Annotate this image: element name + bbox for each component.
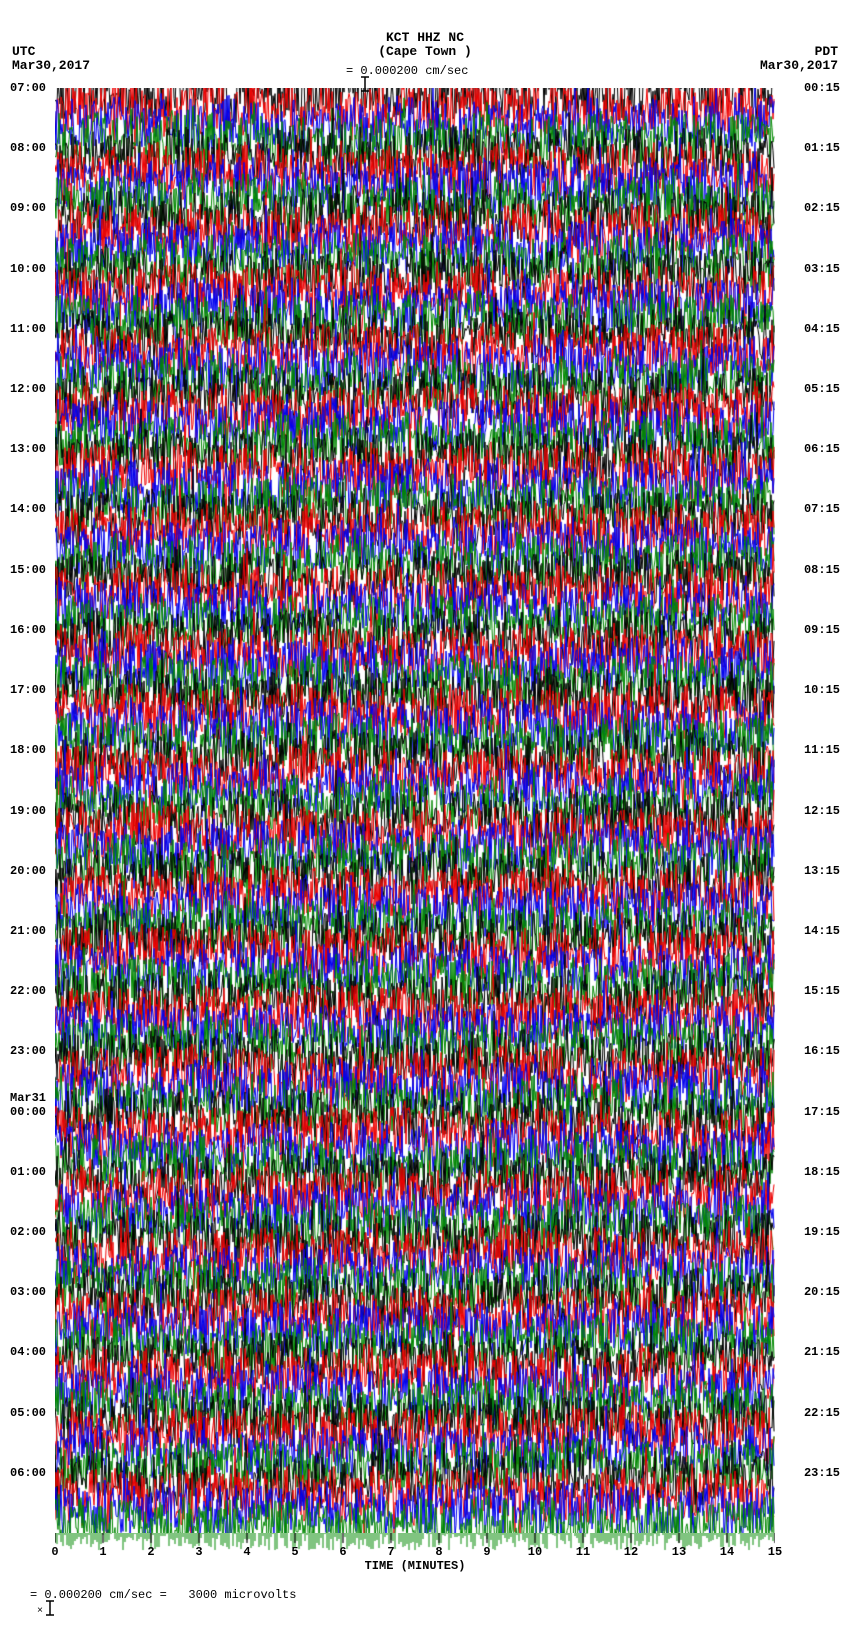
- date-break-label: Mar31: [10, 1091, 46, 1105]
- utc-hour-label: 12:00: [10, 382, 46, 396]
- x-tick-label: 6: [339, 1545, 346, 1559]
- pdt-hour-label: 12:15: [804, 804, 840, 818]
- x-tick-label: 11: [576, 1545, 590, 1559]
- pdt-hour-label: 15:15: [804, 984, 840, 998]
- tz-right-label: PDT: [815, 44, 838, 59]
- x-axis-title: TIME (MINUTES): [365, 1559, 466, 1573]
- waveform-canvas: [55, 88, 775, 1533]
- helicorder-plot: [55, 88, 775, 1533]
- utc-hour-label: 19:00: [10, 804, 46, 818]
- pdt-hour-label: 06:15: [804, 442, 840, 456]
- utc-hour-label: 08:00: [10, 141, 46, 155]
- utc-hour-label: 10:00: [10, 262, 46, 276]
- utc-hour-label: 11:00: [10, 322, 46, 336]
- pdt-hour-label: 22:15: [804, 1406, 840, 1420]
- footer-scale-text: = 0.000200 cm/sec = 3000 microvolts: [30, 1588, 296, 1602]
- pdt-hour-label: 16:15: [804, 1044, 840, 1058]
- tz-left-label: UTC: [12, 44, 35, 59]
- pdt-hour-label: 05:15: [804, 382, 840, 396]
- svg-text:×: ×: [37, 1606, 43, 1616]
- utc-hour-label: 14:00: [10, 502, 46, 516]
- utc-hour-label: 07:00: [10, 81, 46, 95]
- date-right-label: Mar30,2017: [760, 58, 838, 73]
- utc-hour-label: 15:00: [10, 563, 46, 577]
- utc-hour-label: 02:00: [10, 1225, 46, 1239]
- station-location: (Cape Town ): [378, 44, 472, 59]
- x-tick-label: 2: [147, 1545, 154, 1559]
- x-tick-label: 1: [99, 1545, 106, 1559]
- x-tick-label: 7: [387, 1545, 394, 1559]
- utc-hour-label: 21:00: [10, 924, 46, 938]
- pdt-hour-label: 21:15: [804, 1345, 840, 1359]
- utc-hour-label: 17:00: [10, 683, 46, 697]
- station-code: KCT HHZ NC: [386, 30, 464, 45]
- x-tick-label: 0: [51, 1545, 58, 1559]
- x-tick-label: 15: [768, 1545, 782, 1559]
- date-left-label: Mar30,2017: [12, 58, 90, 73]
- utc-hour-label: 05:00: [10, 1406, 46, 1420]
- pdt-hour-label: 04:15: [804, 322, 840, 336]
- utc-hour-label: 13:00: [10, 442, 46, 456]
- x-tick-label: 13: [672, 1545, 686, 1559]
- pdt-hour-label: 14:15: [804, 924, 840, 938]
- pdt-hour-label: 00:15: [804, 81, 840, 95]
- pdt-hour-label: 02:15: [804, 201, 840, 215]
- x-tick-label: 9: [483, 1545, 490, 1559]
- x-tick-label: 5: [291, 1545, 298, 1559]
- pdt-hour-label: 09:15: [804, 623, 840, 637]
- pdt-hour-label: 20:15: [804, 1285, 840, 1299]
- pdt-hour-label: 08:15: [804, 563, 840, 577]
- pdt-hour-label: 18:15: [804, 1165, 840, 1179]
- utc-hour-label: 20:00: [10, 864, 46, 878]
- pdt-hour-label: 13:15: [804, 864, 840, 878]
- pdt-hour-label: 03:15: [804, 262, 840, 276]
- x-tick-label: 12: [624, 1545, 638, 1559]
- pdt-hour-label: 07:15: [804, 502, 840, 516]
- pdt-hour-label: 10:15: [804, 683, 840, 697]
- pdt-hour-label: 23:15: [804, 1466, 840, 1480]
- utc-hour-label: 23:00: [10, 1044, 46, 1058]
- x-tick-label: 14: [720, 1545, 734, 1559]
- utc-hour-label: 16:00: [10, 623, 46, 637]
- pdt-hour-label: 01:15: [804, 141, 840, 155]
- pdt-hour-label: 19:15: [804, 1225, 840, 1239]
- x-tick-label: 3: [195, 1545, 202, 1559]
- utc-hour-label: 03:00: [10, 1285, 46, 1299]
- utc-hour-label: 01:00: [10, 1165, 46, 1179]
- x-tick-label: 10: [528, 1545, 542, 1559]
- x-tick-label: 4: [243, 1545, 250, 1559]
- utc-hour-label: 00:00: [10, 1105, 46, 1119]
- pdt-hour-label: 11:15: [804, 743, 840, 757]
- pdt-hour-label: 17:15: [804, 1105, 840, 1119]
- utc-hour-label: 22:00: [10, 984, 46, 998]
- scale-text: = 0.000200 cm/sec: [346, 64, 468, 78]
- utc-hour-label: 09:00: [10, 201, 46, 215]
- utc-hour-label: 18:00: [10, 743, 46, 757]
- utc-hour-label: 04:00: [10, 1345, 46, 1359]
- x-tick-label: 8: [435, 1545, 442, 1559]
- utc-hour-label: 06:00: [10, 1466, 46, 1480]
